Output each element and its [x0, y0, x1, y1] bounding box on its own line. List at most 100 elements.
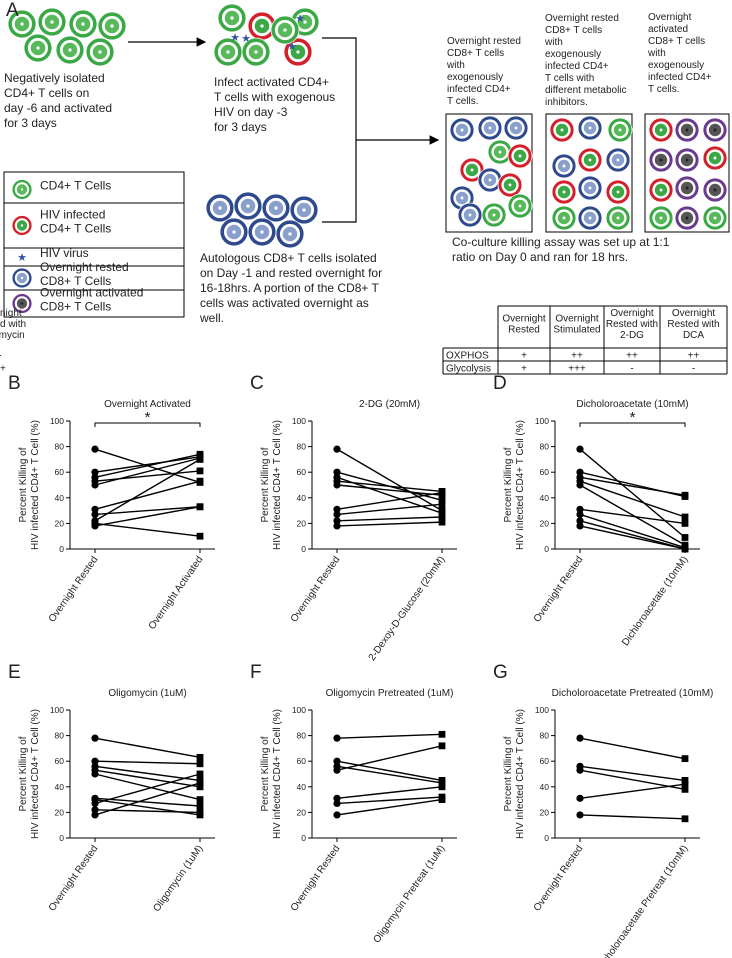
- table-cell: +: [521, 351, 527, 362]
- y-tick-label: 100: [292, 416, 306, 426]
- cell-nucleus: [659, 216, 663, 220]
- point: [576, 505, 584, 513]
- point: [438, 496, 446, 504]
- point: [576, 522, 584, 530]
- point: [333, 794, 341, 802]
- cell-nucleus: [508, 183, 512, 187]
- point: [681, 513, 689, 521]
- table-cell: -: [630, 364, 633, 375]
- y-tick-label: 0: [59, 833, 64, 843]
- y-tick-label: 20: [540, 807, 550, 817]
- significance-bracket: [94, 422, 201, 427]
- y-tick-label: 40: [297, 782, 307, 792]
- pair-line: [94, 782, 201, 816]
- cell-nucleus: [685, 128, 689, 132]
- well: [644, 113, 730, 233]
- step-text: for 3 days: [214, 120, 267, 134]
- point: [681, 520, 689, 527]
- point: [196, 477, 204, 485]
- y-axis-label: HIV infected CD4+ T Cell (%): [515, 420, 526, 550]
- y-axis-label: Percent Killing of: [260, 447, 271, 522]
- cell-nucleus: [36, 46, 40, 50]
- point: [333, 445, 341, 453]
- step-text: on Day -1 and rested overnight for: [200, 266, 382, 280]
- point: [333, 811, 341, 819]
- table-header: Overnight: [0, 308, 22, 319]
- legend-label: CD8+ T Cells: [40, 300, 111, 314]
- pair-line: [336, 798, 443, 816]
- y-tick-label: 60: [297, 756, 307, 766]
- cell-nucleus: [492, 213, 496, 217]
- y-tick-label: 40: [297, 493, 307, 503]
- cell-nucleus: [20, 22, 24, 26]
- step-text: cells was activated overnight as: [200, 296, 369, 310]
- cell-nucleus: [81, 22, 85, 26]
- cell-nucleus: [20, 276, 24, 280]
- pair-line: [336, 484, 443, 496]
- y-axis-label: Percent Killing of: [260, 736, 271, 811]
- pair-line: [94, 457, 201, 486]
- x-tick-label: Oligomycin (1uM): [152, 843, 206, 913]
- cell-nucleus: [232, 230, 236, 234]
- pair-line: [94, 737, 201, 759]
- y-axis-label: Percent Killing of: [503, 736, 514, 811]
- y-tick-label: 100: [535, 416, 549, 426]
- pair-line: [94, 797, 201, 807]
- point: [91, 519, 99, 528]
- pair-line: [336, 521, 443, 527]
- pair-line: [94, 470, 201, 482]
- point: [333, 517, 341, 525]
- cell-nucleus: [562, 164, 566, 168]
- point: [333, 510, 341, 519]
- table-cell: +++: [568, 364, 586, 375]
- cell-nucleus: [588, 186, 592, 190]
- chart-title: Oligomycin Pretreated (1uM): [326, 688, 454, 699]
- well: [545, 113, 633, 233]
- point: [196, 532, 204, 540]
- cell-nucleus: [498, 150, 502, 154]
- cell-nucleus: [588, 126, 592, 130]
- panel-letter: C: [250, 373, 264, 394]
- panel-letter: A: [6, 0, 19, 21]
- point: [438, 513, 446, 521]
- cell-nucleus: [254, 50, 258, 54]
- panel-letter: B: [8, 373, 21, 394]
- point: [91, 806, 99, 814]
- table-cell: +: [521, 364, 527, 375]
- assay-text: ratio on Day 0 and ran for 18 hrs.: [452, 250, 628, 264]
- x-tick-label: Overnight Activated: [147, 554, 206, 631]
- point: [681, 785, 689, 793]
- point: [576, 510, 584, 519]
- point: [333, 734, 341, 742]
- pair-line: [94, 453, 201, 479]
- y-tick-label: 80: [297, 442, 307, 452]
- point: [196, 779, 204, 787]
- x-tick-label: Overnight Rested: [289, 843, 343, 913]
- pair-line: [94, 522, 201, 537]
- significance: *: [145, 409, 151, 426]
- chart-title: Dicholoroacetate (10mM): [576, 399, 688, 410]
- point: [438, 796, 446, 803]
- cell-nucleus: [616, 216, 620, 220]
- y-tick-label: 80: [55, 442, 65, 452]
- chart-title: Dicholoroacetate Pretreated (10mM): [552, 688, 714, 699]
- point: [91, 510, 99, 519]
- table-header: Rested with: [0, 319, 26, 330]
- step-text: CD4+ T cells on: [4, 86, 89, 100]
- x-tick-label: Overnight Rested: [532, 554, 586, 624]
- cell-nucleus: [302, 208, 306, 212]
- y-tick-label: 40: [55, 782, 65, 792]
- legend-label: HIV infected: [40, 208, 105, 222]
- virus: ★: [17, 252, 27, 264]
- table-header: Overnight: [610, 308, 654, 319]
- chart-title: Overnight Activated: [104, 399, 191, 410]
- step-text: 16-18hrs. A portion of the CD8+ T: [200, 281, 380, 295]
- pair-line: [336, 480, 443, 493]
- well-text: infected CD4+: [648, 72, 712, 83]
- legend-label: Overnight rested: [40, 260, 129, 274]
- pair-line: [579, 448, 686, 539]
- virus: ★: [287, 41, 297, 53]
- cell-nucleus: [562, 190, 566, 194]
- well-text: with: [544, 37, 563, 48]
- point: [91, 468, 99, 476]
